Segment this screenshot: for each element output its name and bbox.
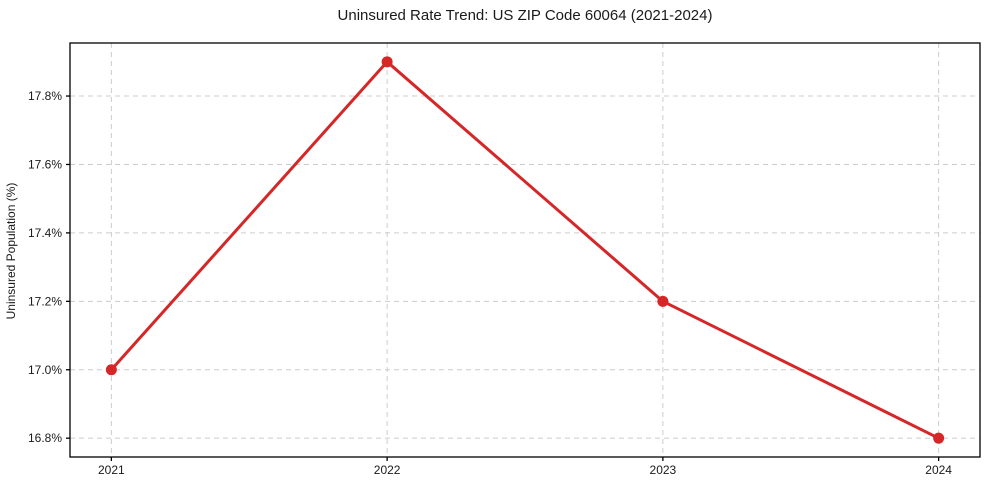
y-tick-label: 17.0% [28,363,62,377]
y-tick-label: 17.2% [28,294,62,308]
y-tick-label: 17.8% [28,89,62,103]
y-tick-label: 17.4% [28,226,62,240]
data-point-marker [933,432,945,444]
data-point-marker [657,295,669,307]
data-point-marker [381,56,393,68]
y-tick-label: 16.8% [28,431,62,445]
x-tick-label: 2021 [98,463,125,477]
chart-title: Uninsured Rate Trend: US ZIP Code 60064 … [337,7,713,24]
x-tick-label: 2022 [374,463,401,477]
data-point-marker [105,364,117,376]
plot-border [69,42,981,458]
data-line [109,60,941,440]
x-tick-label: 2024 [925,463,952,477]
x-tick-label: 2023 [650,463,677,477]
y-tick-label: 17.6% [28,157,62,171]
